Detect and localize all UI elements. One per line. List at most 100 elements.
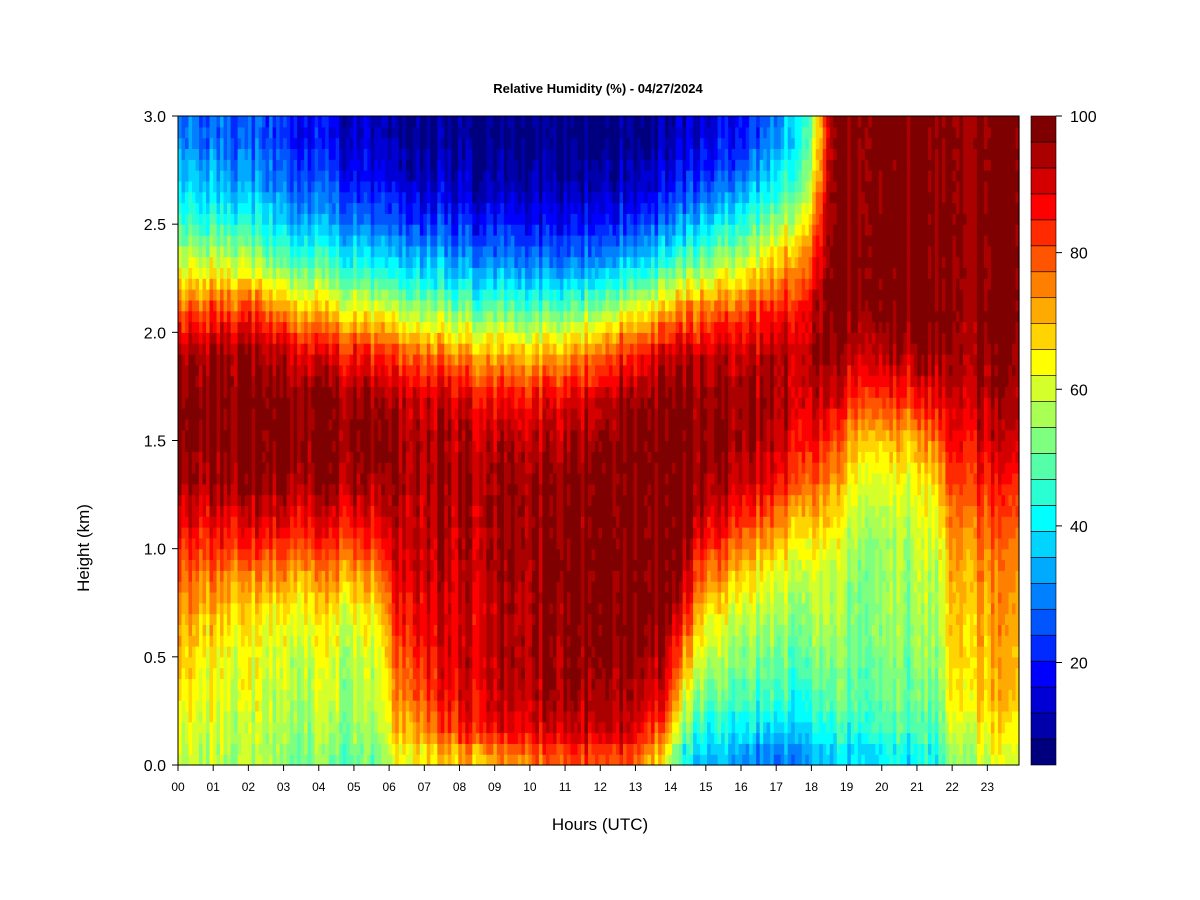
- heatmap-cell: [227, 754, 232, 766]
- heatmap-cell: [248, 505, 253, 517]
- heatmap-cell: [230, 537, 235, 550]
- heatmap-cell: [241, 700, 246, 712]
- heatmap-cell: [199, 159, 204, 171]
- heatmap-cell: [342, 386, 347, 398]
- heatmap-cell: [360, 537, 365, 550]
- heatmap-cell: [356, 516, 361, 528]
- heatmap-cell: [314, 321, 319, 333]
- heatmap-cell: [178, 278, 183, 290]
- heatmap-cell: [206, 180, 211, 193]
- heatmap-cell: [454, 299, 459, 312]
- heatmap-cell: [437, 299, 442, 312]
- heatmap-cell: [391, 656, 396, 669]
- heatmap-cell: [237, 678, 242, 690]
- heatmap-cell: [360, 408, 365, 420]
- heatmap-cell: [339, 440, 344, 452]
- heatmap-cell: [447, 375, 452, 388]
- heatmap-cell: [304, 267, 309, 279]
- heatmap-cell: [430, 667, 435, 680]
- heatmap-cell: [262, 418, 267, 431]
- heatmap-cell: [426, 732, 431, 744]
- heatmap-cell: [185, 289, 190, 301]
- heatmap-cell: [433, 180, 438, 193]
- heatmap-cell: [283, 289, 288, 301]
- heatmap-cell: [237, 343, 242, 355]
- heatmap-cell: [342, 364, 347, 377]
- heatmap-cell: [335, 267, 340, 279]
- heatmap-cell: [230, 472, 235, 485]
- heatmap-cell: [279, 353, 284, 366]
- heatmap-cell: [402, 710, 407, 723]
- heatmap-cell: [251, 137, 256, 150]
- heatmap-cell: [178, 321, 183, 333]
- heatmap-cell: [293, 353, 298, 366]
- heatmap-cell: [269, 667, 274, 680]
- heatmap-cell: [234, 602, 239, 615]
- heatmap-cell: [367, 472, 372, 485]
- heatmap-cell: [192, 559, 197, 571]
- heatmap-cell: [433, 353, 438, 366]
- heatmap-cell: [332, 591, 337, 604]
- heatmap-cell: [440, 743, 445, 755]
- heatmap-cell: [241, 710, 246, 723]
- heatmap-cell: [300, 494, 305, 506]
- heatmap-cell: [360, 332, 365, 344]
- heatmap-cell: [412, 289, 417, 301]
- heatmap-cell: [237, 418, 242, 431]
- heatmap-cell: [409, 710, 414, 723]
- heatmap-cell: [367, 364, 372, 377]
- heatmap-cell: [321, 364, 326, 377]
- heatmap-cell: [307, 386, 312, 398]
- heatmap-cell: [213, 278, 218, 290]
- heatmap-cell: [370, 159, 375, 171]
- heatmap-cell: [293, 613, 298, 625]
- heatmap-cell: [181, 234, 186, 247]
- heatmap-cell: [325, 418, 330, 431]
- heatmap-cell: [311, 364, 316, 377]
- heatmap-cell: [206, 591, 211, 604]
- heatmap-cell: [440, 278, 445, 290]
- heatmap-cell: [398, 494, 403, 506]
- heatmap-cell: [451, 472, 456, 485]
- heatmap-cell: [272, 375, 277, 388]
- heatmap-cell: [409, 635, 414, 647]
- heatmap-cell: [339, 559, 344, 571]
- heatmap-cell: [206, 191, 211, 204]
- heatmap-cell: [461, 591, 466, 604]
- heatmap-cell: [381, 700, 386, 712]
- heatmap-cell: [223, 397, 228, 409]
- heatmap-cell: [195, 234, 200, 247]
- heatmap-cell: [188, 429, 193, 442]
- heatmap-cell: [307, 310, 312, 323]
- heatmap-cell: [209, 494, 214, 506]
- heatmap-cell: [209, 137, 214, 150]
- heatmap-cell: [440, 234, 445, 247]
- heatmap-cell: [332, 505, 337, 517]
- heatmap-cell: [325, 689, 330, 701]
- heatmap-cell: [318, 310, 323, 323]
- heatmap-cell: [223, 732, 228, 744]
- heatmap-cell: [178, 537, 183, 550]
- heatmap-cell: [451, 310, 456, 323]
- heatmap-cell: [230, 278, 235, 290]
- heatmap-cell: [241, 148, 246, 160]
- heatmap-cell: [202, 224, 207, 236]
- heatmap-cell: [465, 191, 470, 204]
- heatmap-cell: [276, 591, 281, 604]
- heatmap-cell: [437, 213, 442, 225]
- heatmap-cell: [353, 591, 358, 604]
- heatmap-cell: [419, 289, 424, 301]
- heatmap-cell: [227, 234, 232, 247]
- heatmap-cell: [454, 353, 459, 366]
- heatmap-cell: [213, 505, 218, 517]
- heatmap-cell: [209, 581, 214, 593]
- heatmap-cell: [388, 689, 393, 701]
- heatmap-cell: [423, 710, 428, 723]
- heatmap-cell: [426, 516, 431, 528]
- heatmap-cell: [185, 656, 190, 669]
- heatmap-cell: [342, 299, 347, 312]
- heatmap-cell: [447, 559, 452, 571]
- heatmap-cell: [300, 462, 305, 474]
- heatmap-cell: [356, 462, 361, 474]
- heatmap-cell: [454, 591, 459, 604]
